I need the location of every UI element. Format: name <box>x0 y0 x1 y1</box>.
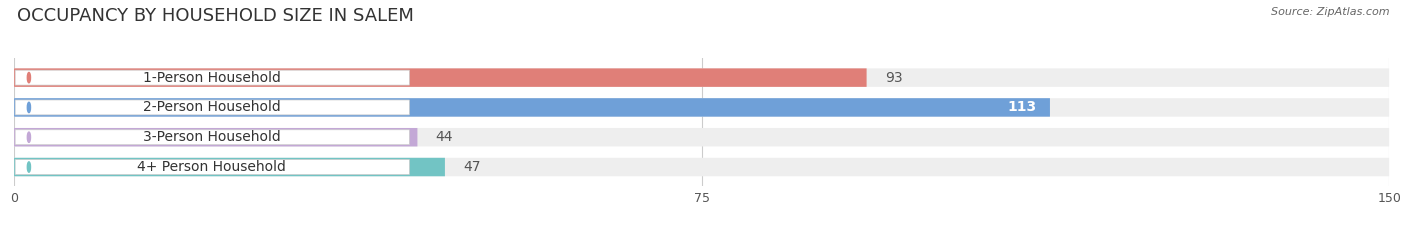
FancyBboxPatch shape <box>14 158 1389 176</box>
FancyBboxPatch shape <box>15 130 409 145</box>
FancyBboxPatch shape <box>15 70 409 85</box>
Circle shape <box>27 162 31 172</box>
Text: 3-Person Household: 3-Person Household <box>143 130 281 144</box>
FancyBboxPatch shape <box>14 98 1050 117</box>
Text: OCCUPANCY BY HOUSEHOLD SIZE IN SALEM: OCCUPANCY BY HOUSEHOLD SIZE IN SALEM <box>17 7 413 25</box>
FancyBboxPatch shape <box>14 68 866 87</box>
FancyBboxPatch shape <box>14 68 1389 87</box>
FancyBboxPatch shape <box>14 158 444 176</box>
Text: Source: ZipAtlas.com: Source: ZipAtlas.com <box>1271 7 1389 17</box>
Text: 1-Person Household: 1-Person Household <box>143 71 281 85</box>
Text: 47: 47 <box>463 160 481 174</box>
Text: 113: 113 <box>1007 100 1036 114</box>
Text: 2-Person Household: 2-Person Household <box>143 100 281 114</box>
Text: 93: 93 <box>884 71 903 85</box>
Circle shape <box>27 72 31 83</box>
FancyBboxPatch shape <box>14 98 1389 117</box>
FancyBboxPatch shape <box>14 128 418 147</box>
FancyBboxPatch shape <box>15 100 409 115</box>
Circle shape <box>27 132 31 142</box>
Text: 44: 44 <box>436 130 453 144</box>
Circle shape <box>27 102 31 113</box>
FancyBboxPatch shape <box>14 128 1389 147</box>
FancyBboxPatch shape <box>15 160 409 175</box>
Text: 4+ Person Household: 4+ Person Household <box>138 160 287 174</box>
